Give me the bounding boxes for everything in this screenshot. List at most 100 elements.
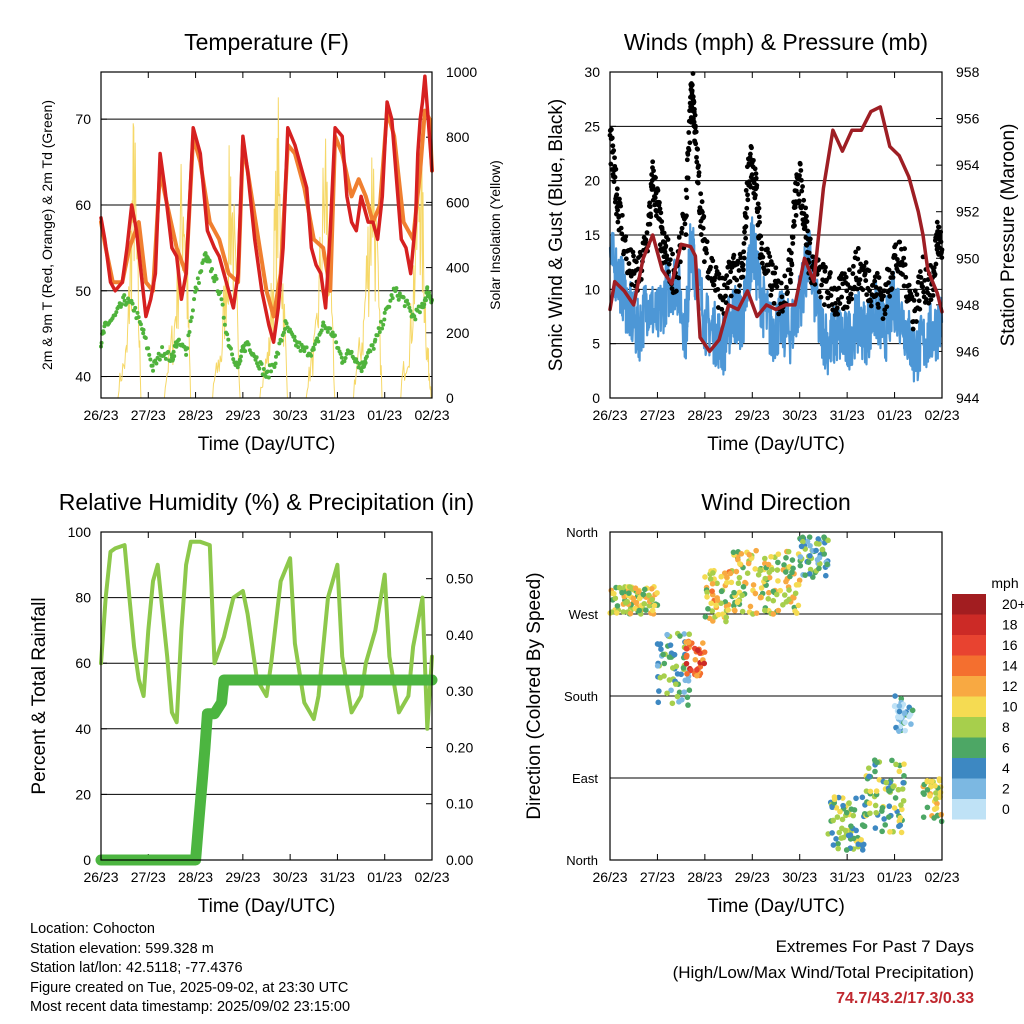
direction-point <box>701 660 708 667</box>
direction-point <box>669 700 676 707</box>
dewpoint-point <box>364 354 369 359</box>
dewpoint-point <box>151 368 156 373</box>
direction-panel: Wind DirectionNorthEastSouthWestNorth26/… <box>524 489 960 917</box>
direction-point <box>895 786 902 793</box>
gust-point <box>793 212 799 218</box>
gust-point <box>799 188 805 194</box>
direction-point <box>848 823 854 829</box>
gust-point <box>745 197 751 203</box>
direction-point <box>718 588 725 595</box>
dewpoint-point <box>228 346 233 351</box>
series-relative-humidity <box>99 539 434 731</box>
direction-point <box>620 609 627 615</box>
gust-point <box>819 282 824 288</box>
direction-point <box>685 702 691 708</box>
direction-point <box>902 719 908 726</box>
dewpoint-point <box>325 329 330 334</box>
gust-point <box>890 275 896 280</box>
gust-point <box>683 187 689 193</box>
direction-point <box>797 562 804 569</box>
direction-point <box>686 687 693 693</box>
dewpoint-point <box>146 346 151 351</box>
direction-point <box>936 777 943 784</box>
gust-point <box>861 267 866 273</box>
gust-point <box>890 270 895 276</box>
gust-point <box>710 258 716 264</box>
direction-point <box>731 589 737 596</box>
gust-point <box>792 204 798 210</box>
y-tick-label: South <box>564 689 598 704</box>
gust-point <box>612 174 618 180</box>
direction-point <box>819 546 826 553</box>
dewpoint-point <box>225 332 230 337</box>
direction-point <box>886 788 893 794</box>
direction-point <box>807 542 813 549</box>
dewpoint-point <box>231 357 236 362</box>
dewpoint-point <box>213 273 218 278</box>
gust-point <box>860 287 866 293</box>
direction-point <box>896 728 902 734</box>
gust-point <box>828 293 834 298</box>
direction-point <box>707 576 714 582</box>
direction-point <box>899 806 905 813</box>
gust-point <box>655 188 661 193</box>
dewpoint-point <box>292 334 297 339</box>
y2-tick-label: 0.30 <box>446 683 473 699</box>
dewpoint-point <box>377 330 382 335</box>
direction-point <box>924 804 931 811</box>
dewpoint-point <box>186 333 191 338</box>
direction-point <box>866 800 873 807</box>
dewpoint-point <box>230 352 235 357</box>
direction-point <box>851 807 858 813</box>
direction-point <box>843 809 850 816</box>
x-tick-label: 02/23 <box>924 869 959 885</box>
direction-point <box>695 647 701 654</box>
gust-point <box>760 254 766 260</box>
gust-point <box>684 213 689 219</box>
dewpoint-point <box>160 345 165 350</box>
dewpoint-point <box>417 310 422 315</box>
gust-point <box>855 246 861 251</box>
direction-point <box>643 607 649 614</box>
dewpoint-point <box>218 290 223 295</box>
direction-point <box>740 584 747 590</box>
gust-point <box>884 304 890 310</box>
x-tick-label: 26/23 <box>83 407 118 423</box>
y-tick-label: North <box>566 853 598 868</box>
gust-point <box>715 286 721 292</box>
x-tick-label: 30/23 <box>782 869 817 885</box>
dewpoint-point <box>147 352 152 357</box>
gust-point <box>928 297 934 303</box>
gust-point <box>771 300 777 306</box>
direction-point <box>830 817 837 824</box>
direction-point <box>909 707 916 714</box>
gust-point <box>755 201 761 207</box>
direction-point <box>723 614 730 621</box>
gust-point <box>828 270 833 275</box>
gust-point <box>938 239 944 245</box>
gust-point <box>669 286 675 292</box>
dewpoint-point <box>373 337 378 342</box>
direction-point <box>701 649 708 655</box>
gust-point <box>684 157 690 163</box>
gust-point <box>893 242 899 248</box>
direction-point <box>806 571 813 577</box>
dewpoint-point <box>101 330 106 335</box>
gust-point <box>662 249 668 255</box>
y2-tick-label: 0.40 <box>446 627 473 643</box>
chart-title: Winds (mph) & Pressure (mb) <box>624 29 928 55</box>
dewpoint-point <box>359 369 364 374</box>
direction-point <box>744 570 751 577</box>
dewpoint-point <box>376 326 381 331</box>
gust-point <box>839 294 845 300</box>
dewpoint-point <box>343 356 348 361</box>
gust-point <box>801 197 807 203</box>
dewpoint-point <box>163 356 168 361</box>
dewpoint-point <box>184 352 189 357</box>
gust-point <box>618 225 624 231</box>
direction-point <box>770 597 777 604</box>
gust-point <box>619 231 625 237</box>
gust-point <box>630 249 636 255</box>
legend-label: 12 <box>1002 678 1018 694</box>
dewpoint-point <box>243 349 248 354</box>
